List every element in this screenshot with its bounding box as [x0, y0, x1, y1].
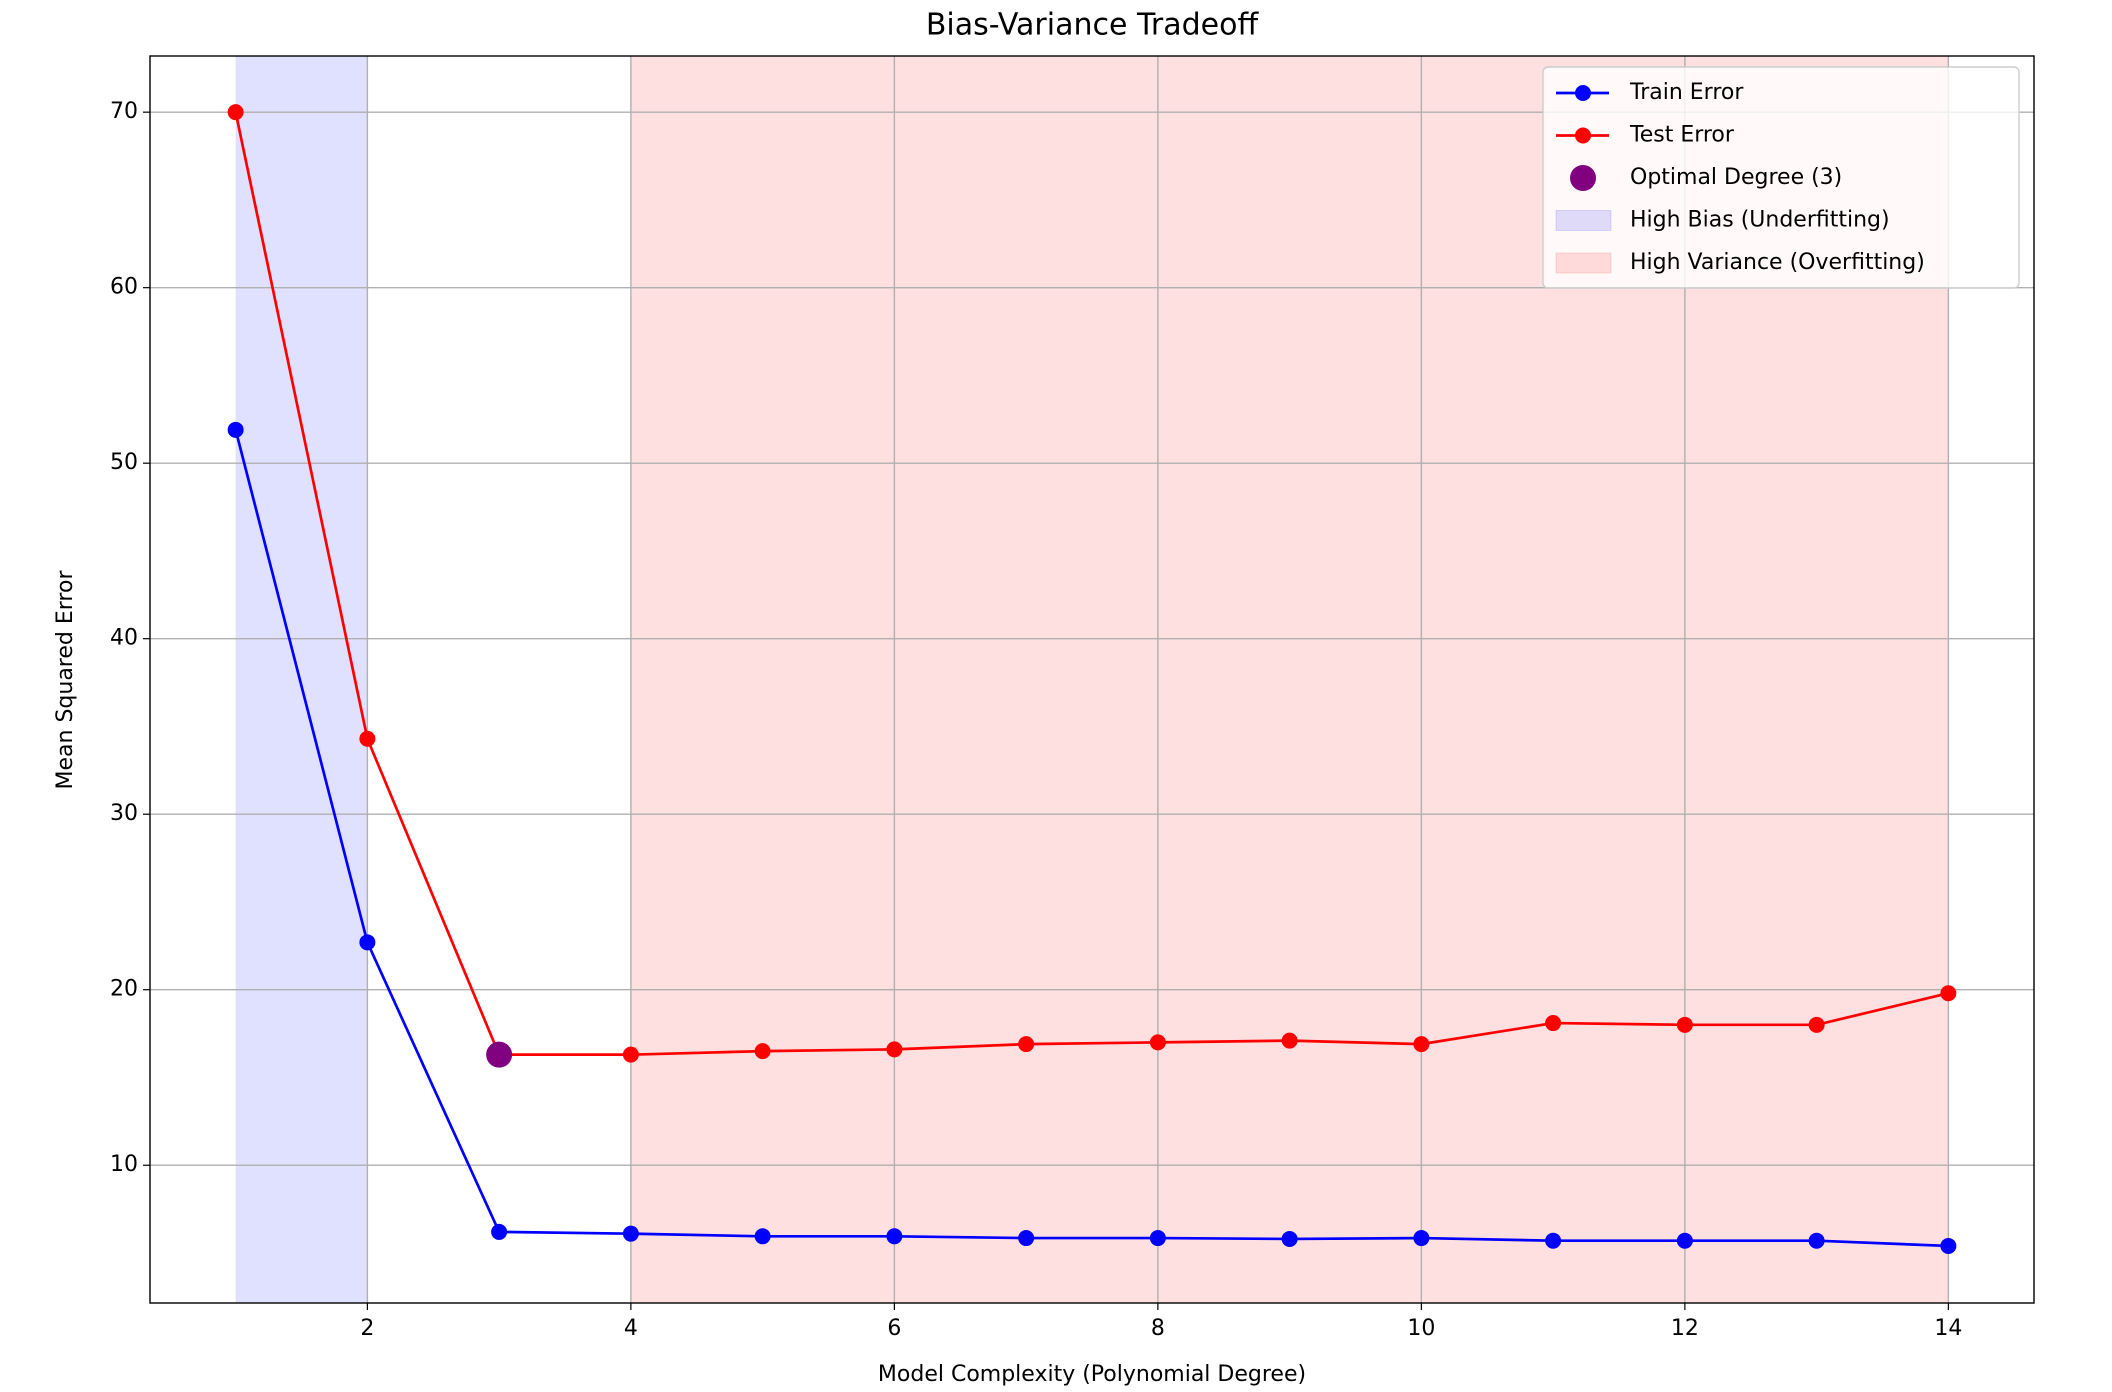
legend-marker — [1575, 127, 1591, 144]
point — [886, 1041, 903, 1058]
legend-box — [1542, 66, 2020, 289]
point — [622, 1046, 639, 1063]
legend-marker — [1570, 165, 1596, 191]
chart-title: Bias-Variance Tradeoff — [926, 8, 1260, 43]
point — [622, 1225, 639, 1242]
x-tick-label: 4 — [624, 1316, 638, 1341]
legend-patch — [1555, 210, 1612, 231]
point — [1940, 1237, 1957, 1254]
point — [1149, 1034, 1166, 1051]
y-tick-label: 70 — [110, 99, 138, 124]
point — [1413, 1036, 1430, 1053]
point — [1676, 1232, 1693, 1249]
point — [1281, 1032, 1298, 1049]
x-tick-label: 12 — [1671, 1316, 1699, 1341]
y-tick-label: 10 — [110, 1152, 138, 1177]
point — [1149, 1230, 1166, 1247]
x-axis-label: Model Complexity (Polynomial Degree) — [878, 1362, 1306, 1387]
point — [1808, 1232, 1825, 1249]
point — [1413, 1230, 1430, 1247]
legend-marker — [1575, 85, 1591, 101]
point — [754, 1043, 771, 1060]
legend-label: Optimal Degree (3) — [1630, 165, 1842, 190]
x-tick-label: 10 — [1407, 1316, 1435, 1341]
y-tick-label: 60 — [110, 275, 138, 300]
x-tick-label: 6 — [887, 1316, 901, 1341]
x-tick-label: 2 — [360, 1316, 374, 1341]
x-tick-label: 14 — [1934, 1316, 1962, 1341]
y-tick-label: 50 — [110, 450, 138, 475]
point — [491, 1223, 508, 1240]
series-line — [234, 111, 1949, 1057]
x-tick-label: 8 — [1151, 1316, 1165, 1341]
legend-label: Train Error — [1629, 80, 1744, 105]
y-tick-label: 20 — [110, 977, 138, 1002]
point — [359, 730, 376, 747]
point — [1808, 1016, 1825, 1033]
optimal-point — [486, 1041, 513, 1068]
series-line — [234, 429, 1949, 1248]
point — [754, 1228, 771, 1245]
point — [359, 934, 376, 951]
span — [235, 56, 368, 1303]
legend-patch — [1555, 252, 1612, 274]
legend-label: High Variance (Overfitting) — [1630, 250, 1925, 275]
point — [1281, 1230, 1298, 1247]
point — [227, 104, 244, 121]
point — [1018, 1230, 1035, 1247]
y-tick-label: 30 — [110, 801, 138, 826]
point — [1676, 1016, 1693, 1033]
point — [1018, 1036, 1035, 1053]
y-tick-label: 40 — [110, 626, 138, 651]
y-axis-label: Mean Squared Error — [53, 570, 78, 790]
legend-label: High Bias (Underfitting) — [1630, 208, 1890, 233]
point — [227, 421, 244, 438]
point — [1545, 1015, 1562, 1032]
point — [1545, 1232, 1562, 1249]
legend-label: Test Error — [1629, 123, 1735, 148]
plot-frame — [149, 55, 2035, 1304]
point — [886, 1228, 903, 1245]
point — [1940, 985, 1957, 1002]
